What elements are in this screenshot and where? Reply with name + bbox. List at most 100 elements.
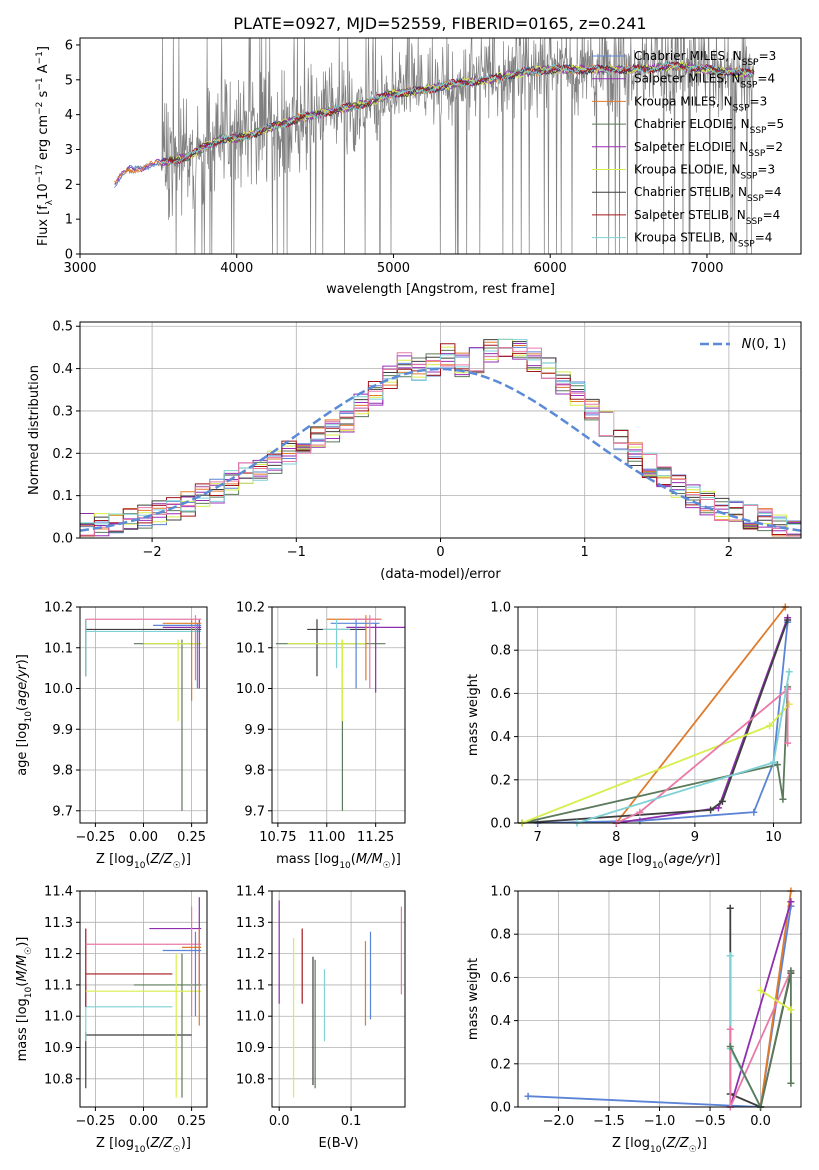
plus-marker: [787, 967, 795, 975]
x-tick-label: 0.1: [341, 1114, 362, 1129]
label-part: Kroupa STELIB, N: [634, 231, 738, 245]
y-tick-label: 10.8: [44, 1072, 73, 1087]
plus-marker: [707, 806, 715, 814]
label-part: =3: [759, 49, 777, 63]
massweight-vs-Z-axes: −2.0 −1.5 −1.0 −0.5 0.0 0.0 0.2 0.4 0.6 0.8 1.0: [490, 885, 801, 1129]
x-tick-label: −2: [143, 545, 162, 560]
plus-marker: [750, 808, 758, 816]
label-part: Z/Z: [666, 1136, 690, 1151]
label-part: Z [log: [612, 1136, 650, 1151]
x-tick-label: −2.0: [543, 1114, 575, 1129]
mass-weight-line: [528, 905, 792, 1107]
label-part: (data-model)/error: [380, 567, 501, 582]
residuals-frame: [79, 321, 802, 539]
label-part: =3: [750, 94, 768, 108]
y-tick-label: 9.7: [244, 804, 265, 819]
x-tick-label: 6000: [534, 261, 567, 276]
x-tick-label: −0.5: [694, 1114, 726, 1129]
plus-marker: [779, 795, 787, 803]
massweight-vs-age-ylabel: mass weight: [466, 674, 481, 756]
plus-marker: [784, 616, 792, 624]
y-tick-label: 0.4: [490, 730, 511, 745]
label-part: Salpeter ELODIE, N: [634, 140, 748, 154]
label-part: =4: [764, 185, 782, 199]
y-tick-label: 10.8: [236, 1072, 265, 1087]
label-part: )]: [181, 1136, 191, 1151]
figure-title: PLATE=0927, MJD=52559, FIBERID=0165, z=0…: [233, 14, 646, 33]
label-part: Z [log: [96, 852, 134, 867]
label-part: SSP: [738, 240, 755, 250]
label-part: ☉: [173, 1145, 181, 1155]
mass-weight-line: [760, 989, 792, 1011]
plus-marker: [714, 804, 722, 812]
label-part: (: [15, 982, 30, 987]
label-part: =4: [757, 72, 775, 86]
label-part: ☉: [173, 861, 181, 871]
y-tick-label: 0.6: [490, 971, 511, 986]
y-tick-label: 9.8: [244, 764, 265, 779]
label-part: mass weight: [466, 674, 481, 756]
label-part: s: [36, 90, 51, 101]
y-tick-label: 11.2: [44, 947, 73, 962]
x-tick-label: 0.25: [177, 830, 206, 845]
plus-marker: [784, 739, 792, 747]
label-part: Normed distribution: [27, 365, 42, 495]
mass-weight-line: [759, 891, 792, 1107]
x-tick-label: 10: [765, 830, 782, 845]
massweight-vs-age-xlabel: age [log10(age/yr)]: [599, 852, 721, 871]
mass-weight-line: [729, 970, 792, 1107]
label-part: Chabrier ELODIE, N: [634, 117, 750, 131]
y-tick-label: 10.9: [236, 1041, 265, 1056]
x-tick-label: 11.00: [308, 830, 345, 845]
label-part: SSP: [733, 103, 750, 113]
x-tick-label: −1.5: [593, 1114, 625, 1129]
label-part: A: [36, 64, 51, 77]
y-tick-label: 10.0: [44, 682, 73, 697]
mass-vs-EBV-xlabel: E(B-V): [318, 1136, 358, 1151]
y-tick-label: 0.4: [490, 1014, 511, 1029]
plus-marker: [787, 898, 795, 906]
label-part: mass [log: [276, 852, 339, 867]
label-part: −2: [35, 102, 45, 115]
x-tick-label: 7: [534, 830, 542, 845]
legend-entry: Kroupa MILES, NSSP=3: [634, 94, 767, 113]
massweight-vs-Z-frame: [517, 890, 802, 1108]
histogram-step: [80, 347, 801, 537]
label-part: ]: [36, 46, 51, 51]
legend-entry: Chabrier ELODIE, NSSP=5: [634, 117, 784, 136]
mass-vs-Z-frame: [79, 890, 208, 1108]
mass-vs-Z-xlabel: Z [log10(Z/Z☉)]: [96, 1136, 191, 1155]
label-part: N: [742, 337, 752, 352]
label-part: (: [351, 852, 356, 867]
y-tick-label: 11.3: [236, 916, 265, 931]
x-tick-label: 0.25: [177, 1114, 206, 1129]
normal-curve: [80, 367, 801, 532]
y-tick-label: 0.3: [52, 404, 73, 419]
legend-entry: Chabrier MILES, NSSP=3: [634, 49, 776, 68]
legend-entry: Kroupa ELODIE, NSSP=3: [634, 163, 775, 182]
x-tick-label: 1: [581, 545, 589, 560]
mass-weight-line: [729, 955, 762, 1107]
label-part: SSP: [750, 126, 767, 136]
label-part: (: [15, 706, 30, 711]
y-tick-label: 11.0: [236, 1010, 265, 1025]
y-tick-label: 11.2: [236, 947, 265, 962]
age-vs-Z-axes: −0.25 0.00 0.25 9.7 9.8 9.9 10.0 10.1 10.2: [44, 601, 207, 845]
y-tick-label: 6: [65, 38, 73, 53]
y-tick-label: 1.0: [490, 885, 511, 900]
spectrum-model-salpeter-stelib: [161, 60, 755, 165]
y-tick-label: 3: [65, 143, 73, 158]
y-tick-label: 11.4: [236, 885, 265, 900]
label-part: E(B-V): [318, 1136, 358, 1151]
label-part: Salpeter MILES, N: [634, 72, 741, 86]
y-tick-label: 9.7: [52, 804, 73, 819]
legend-entry: Salpeter STELIB, NSSP=4: [634, 208, 780, 227]
y-tick-label: 9.8: [52, 764, 73, 779]
label-part: −17: [35, 164, 45, 183]
spectrum-ylabel: Flux [fλ10−17 erg cm−2 s−1 A−1]: [35, 46, 55, 246]
label-part: SSP: [741, 81, 758, 91]
label-part: (0, 1): [751, 337, 786, 352]
label-part: =4: [763, 208, 781, 222]
label-part: =3: [757, 163, 775, 177]
